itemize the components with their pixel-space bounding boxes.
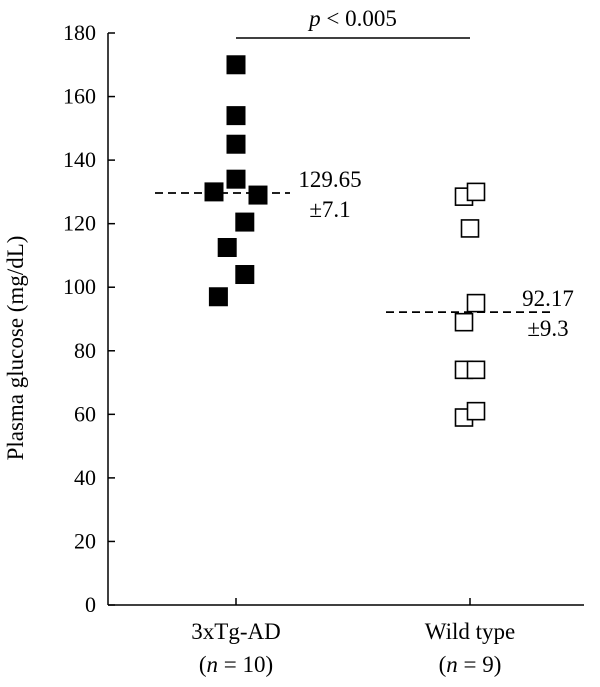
data-point-open [466, 401, 486, 421]
data-points [204, 55, 486, 427]
data-point-open [454, 312, 474, 332]
mean-value-label: 129.65 [298, 167, 361, 192]
data-point-filled [235, 265, 255, 285]
data-point-filled [235, 212, 255, 232]
data-point-filled [248, 185, 268, 205]
category-n-label: (n = 9) [439, 652, 502, 677]
y-tick-label: 180 [63, 20, 96, 45]
data-point-open [460, 219, 480, 238]
y-tick-label: 100 [63, 274, 96, 299]
y-axis-title: Plasma glucose (mg/dL) [3, 236, 28, 461]
data-point-filled [226, 106, 246, 126]
p-value-label: p < 0.005 [307, 6, 397, 31]
y-ticks: 0 20 40 60 80 100 120 140 160 180 [63, 20, 115, 617]
data-point-open [466, 360, 486, 380]
category-labels: 3xTg-AD (n = 10) Wild type (n = 9) [191, 598, 515, 677]
mean-annotations: 129.65 ±7.1 92.17 ±9.3 [298, 167, 574, 341]
y-tick-label: 80 [74, 338, 96, 363]
data-point-filled [226, 134, 246, 154]
mean-value-label: 92.17 [522, 286, 574, 311]
y-tick-label: 60 [74, 401, 96, 426]
y-tick-label: 40 [74, 465, 96, 490]
category-label: 3xTg-AD [191, 619, 280, 644]
category-n-label: (n = 10) [199, 652, 273, 677]
significance-bracket: p < 0.005 [236, 6, 470, 39]
y-tick-label: 160 [63, 84, 96, 109]
data-point-open [466, 182, 486, 202]
sem-value-label: ±9.3 [527, 316, 568, 341]
y-tick-label: 140 [63, 147, 96, 172]
y-tick-label: 0 [85, 592, 96, 617]
sem-value-label: ±7.1 [309, 197, 350, 222]
y-tick-label: 120 [63, 211, 96, 236]
data-point-filled [226, 169, 246, 189]
axes [107, 33, 584, 606]
data-point-filled [217, 238, 237, 257]
data-point-filled [208, 287, 228, 307]
data-point-filled [226, 55, 246, 75]
data-point-filled [204, 182, 224, 202]
category-label: Wild type [425, 619, 515, 644]
y-tick-label: 20 [74, 528, 96, 553]
data-point-open [466, 293, 486, 313]
